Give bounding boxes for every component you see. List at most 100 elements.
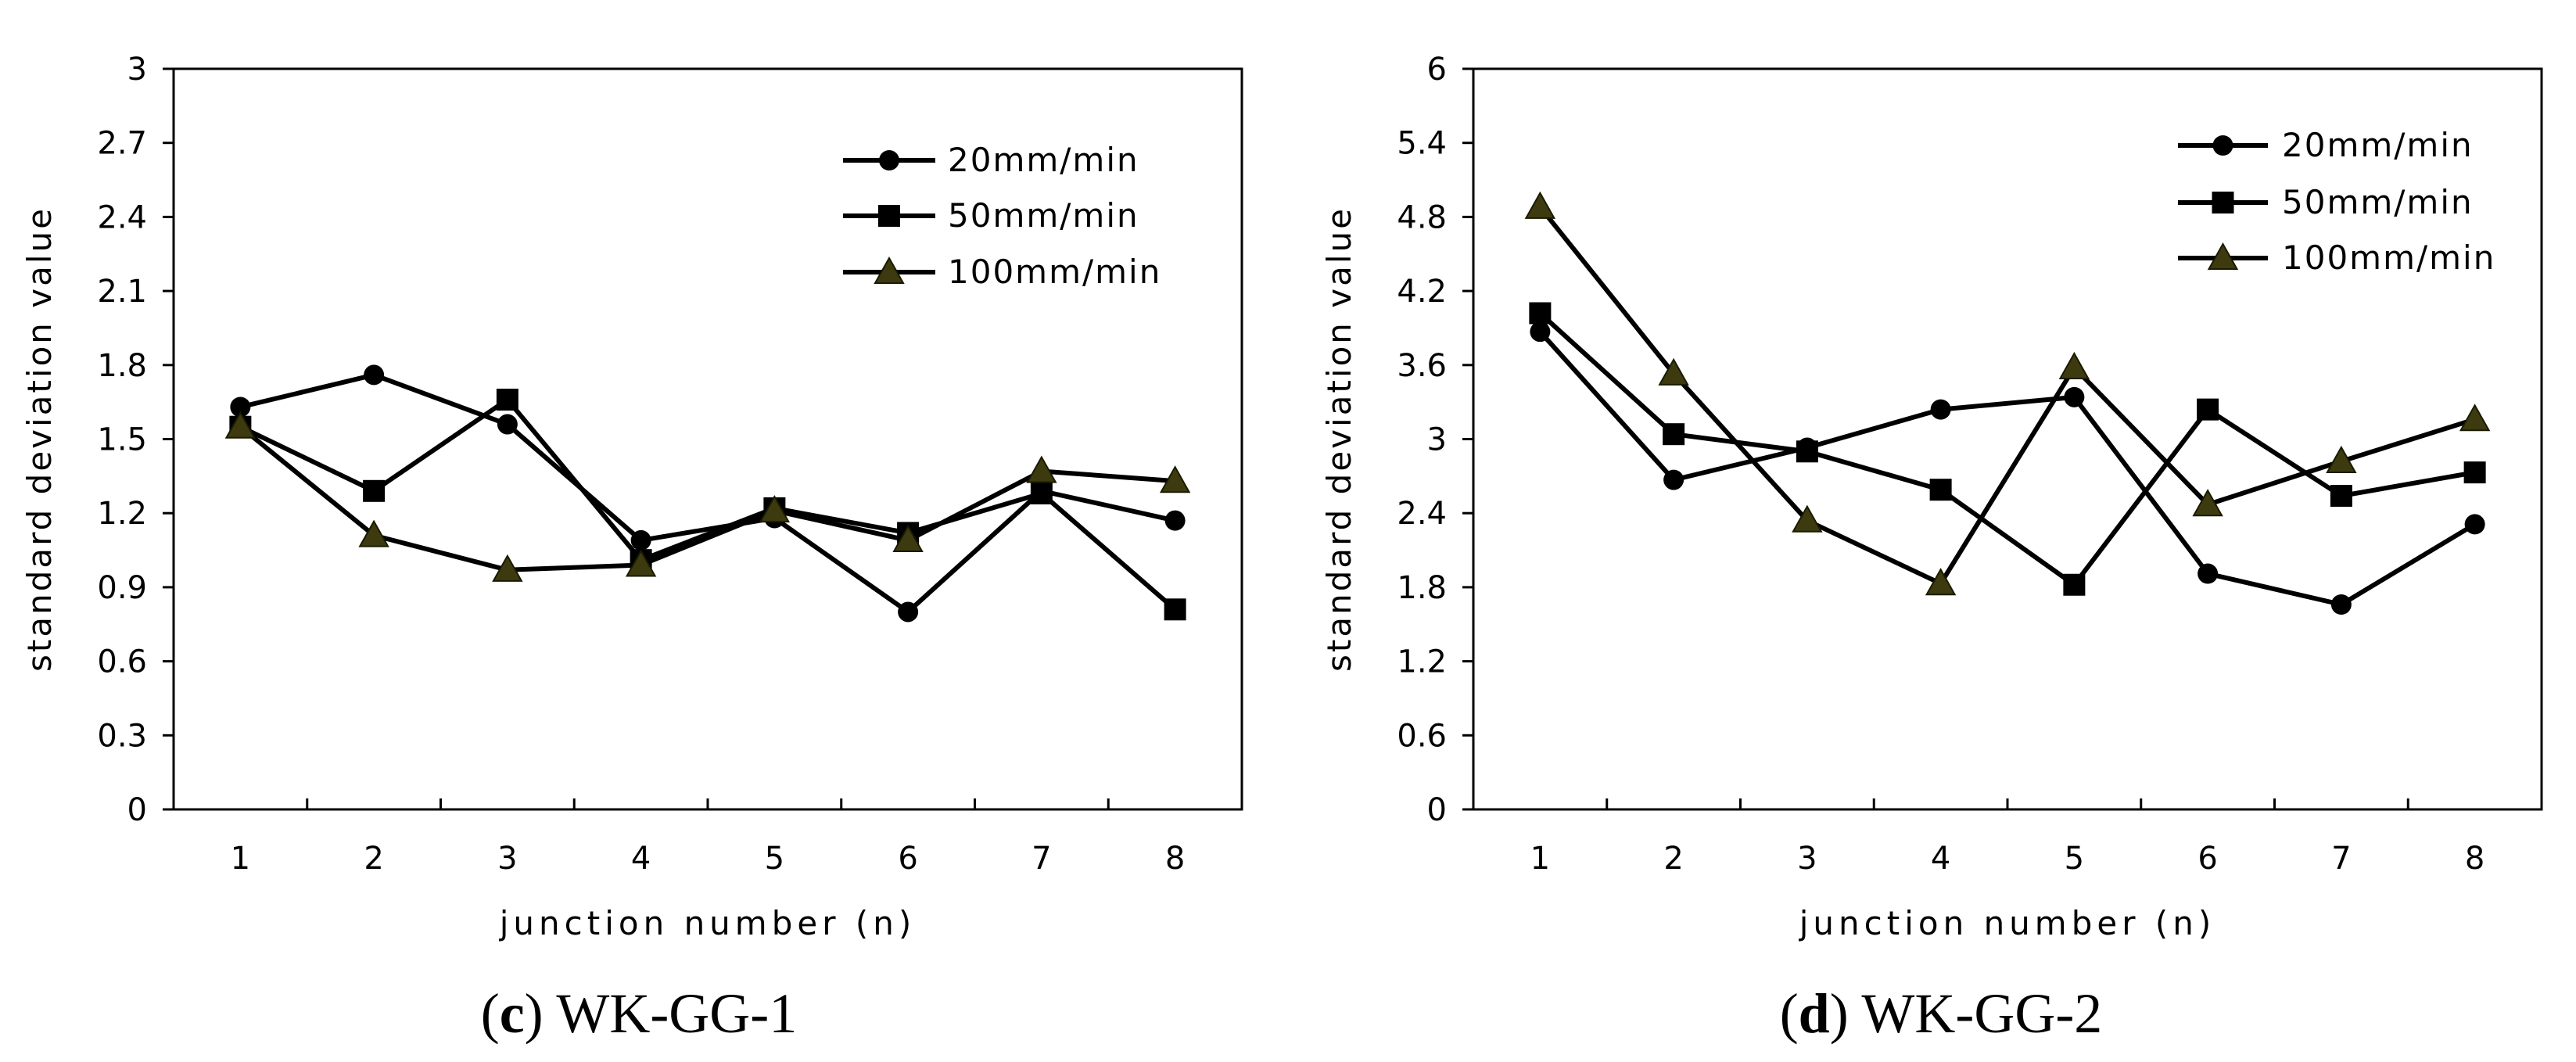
x-tick-label: 8 xyxy=(1165,841,1185,877)
legend: 20mm/min 50mm/min 100mm/min xyxy=(2178,126,2495,277)
data-point-circle xyxy=(2464,514,2485,535)
series-triangle xyxy=(224,411,1191,582)
series-line xyxy=(239,372,1176,615)
caption-letter: c xyxy=(500,982,525,1045)
data-point-circle xyxy=(1663,469,1684,490)
x-tick-label: 2 xyxy=(364,841,383,877)
y-axis-label: standard deviation value xyxy=(20,206,59,672)
data-point-circle xyxy=(364,364,385,386)
caption-paren-open: ( xyxy=(1780,982,1799,1045)
legend-marker-circle xyxy=(2212,135,2233,156)
x-axis-label: junction number (n) xyxy=(499,904,916,942)
series-line xyxy=(1538,205,2476,587)
y-tick-label: 2.4 xyxy=(97,199,147,235)
data-point-circle xyxy=(2330,594,2352,615)
y-tick-label: 2.4 xyxy=(1397,496,1447,532)
y-tick-label: 0.6 xyxy=(1397,718,1447,754)
y-tick-label: 1.2 xyxy=(97,496,147,532)
data-point-triangle xyxy=(1159,465,1191,493)
data-point-triangle xyxy=(358,519,389,547)
legend-marker-triangle xyxy=(2207,242,2239,271)
x-tick-label: 1 xyxy=(231,841,250,877)
data-point-triangle xyxy=(625,549,657,577)
x-tick-label: 4 xyxy=(1931,841,1950,877)
data-point-square xyxy=(2330,485,2352,508)
x-tick-label: 7 xyxy=(1031,841,1051,877)
data-point-square xyxy=(1796,440,1818,463)
legend-marker-triangle xyxy=(874,256,905,285)
data-point-triangle xyxy=(2192,489,2223,517)
caption-name: WK-GG-2 xyxy=(1861,982,2102,1045)
data-point-circle xyxy=(898,601,919,622)
legend-label: 50mm/min xyxy=(948,196,1139,235)
legend-label: 100mm/min xyxy=(2282,239,2495,277)
legend-label: 20mm/min xyxy=(2282,126,2474,164)
x-tick-label: 7 xyxy=(2331,841,2351,877)
x-tick-label: 3 xyxy=(497,841,517,877)
legend: 20mm/min 50mm/min 100mm/min xyxy=(843,141,1161,291)
caption-paren-close: ) xyxy=(525,982,557,1045)
data-point-square xyxy=(1030,482,1053,504)
x-tick-label: 6 xyxy=(898,841,917,877)
y-tick-label: 3.6 xyxy=(1397,348,1447,384)
legend-label: 100mm/min xyxy=(948,253,1161,291)
caption-letter: d xyxy=(1799,982,1830,1045)
x-tick-label: 5 xyxy=(2065,841,2084,877)
data-point-triangle xyxy=(892,524,924,552)
data-point-triangle xyxy=(1524,191,1556,219)
y-axis-label: standard deviation value xyxy=(1320,206,1358,672)
y-tick-label: 4.8 xyxy=(1397,199,1447,235)
data-point-circle xyxy=(630,529,651,551)
x-tick-label: 2 xyxy=(1663,841,1683,877)
chart-caption: (d) WK-GG-2 xyxy=(1780,982,2103,1045)
series-line xyxy=(1538,330,2477,607)
y-tick-label: 1.8 xyxy=(1397,570,1447,606)
data-point-circle xyxy=(1530,321,1551,343)
chart-panel-c: 0 0.3 0.6 0.9 1.2 1.5 1.8 2.1 2.4 2.7 3 1 2 3 4 5 6 7 8 jun… xyxy=(20,52,1243,1045)
data-point-square xyxy=(1164,598,1186,621)
data-point-circle xyxy=(230,396,251,418)
y-tick-label: 1.8 xyxy=(97,348,147,384)
y-tick-label: 0 xyxy=(1427,792,1447,828)
data-point-square xyxy=(2063,573,2086,596)
data-point-triangle xyxy=(224,411,257,439)
legend-marker-square xyxy=(2212,192,2234,213)
data-point-circle xyxy=(1164,510,1186,531)
data-point-square xyxy=(2463,461,2486,484)
caption-paren-open: ( xyxy=(481,982,500,1045)
data-point-triangle xyxy=(2459,404,2491,432)
y-tick-label: 1.5 xyxy=(97,422,147,458)
legend-marker-circle xyxy=(879,150,899,170)
series-square xyxy=(1529,302,2486,596)
series-line xyxy=(1538,311,2476,587)
y-tick-label: 6 xyxy=(1427,52,1447,88)
data-point-circle xyxy=(2197,563,2219,584)
data-point-square xyxy=(1929,479,1952,501)
x-tick-label: 3 xyxy=(1797,841,1817,877)
y-tick-label: 2.1 xyxy=(97,274,147,310)
x-tick-label: 5 xyxy=(765,841,784,877)
x-axis-label: junction number (n) xyxy=(1799,904,2215,942)
data-point-triangle xyxy=(1658,357,1689,386)
data-point-circle xyxy=(1930,399,1951,420)
chart-panel-d: 0 0.6 1.2 1.8 2.4 3 3.6 4.2 4.8 5.4 6 1 2 3 4 5 6 7 8 junct… xyxy=(1320,52,2543,1045)
y-tick-label: 0.3 xyxy=(97,718,147,754)
data-point-circle xyxy=(497,414,518,435)
y-tick-label: 3 xyxy=(127,52,147,88)
legend-label: 20mm/min xyxy=(948,141,1139,179)
data-point-square xyxy=(1529,302,1552,325)
caption-name: WK-GG-1 xyxy=(556,982,797,1045)
y-tick-label: 5.4 xyxy=(1397,126,1447,162)
y-tick-label: 0 xyxy=(127,792,147,828)
data-point-triangle xyxy=(1792,504,1823,533)
y-tick-label: 0.6 xyxy=(97,644,147,680)
data-point-square xyxy=(496,388,518,411)
caption-paren-close: ) xyxy=(1830,982,1862,1045)
series-line xyxy=(239,425,1175,572)
series-triangle xyxy=(1524,191,2491,596)
data-point-triangle xyxy=(492,554,523,582)
data-point-triangle xyxy=(1925,568,1957,596)
y-tick-label: 4.2 xyxy=(1397,274,1447,310)
y-tick-label: 2.7 xyxy=(97,126,147,162)
